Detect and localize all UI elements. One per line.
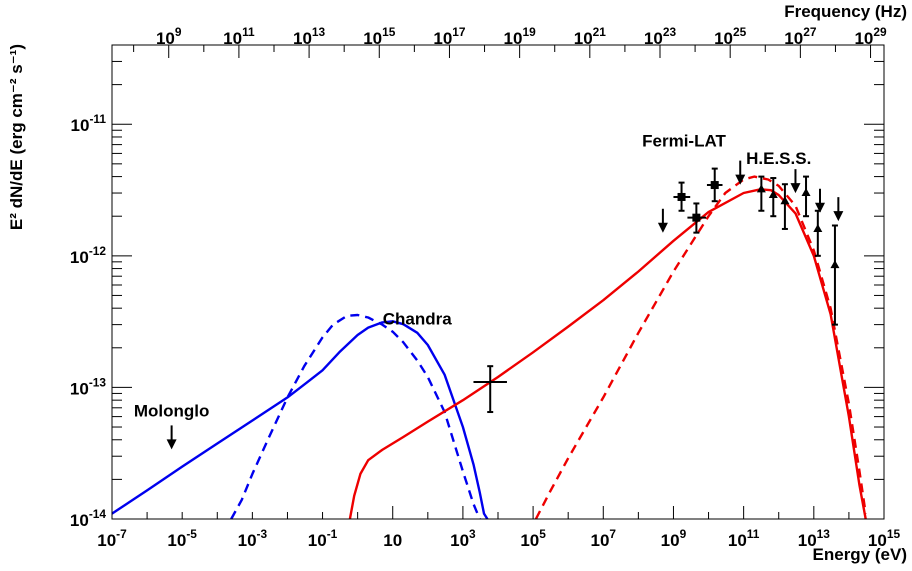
series-line-1 — [230, 313, 481, 520]
x2-tick-label: 1015 — [363, 25, 396, 48]
y-axis-title: E² dN/dE (erg cm⁻² s⁻¹) — [7, 44, 26, 230]
x-tick-label: 1013 — [798, 527, 831, 550]
data-point-triangle — [780, 196, 790, 205]
y-tick-label: 10-11 — [71, 112, 107, 135]
x-tick-label: 10-1 — [308, 527, 338, 550]
x-tick-label: 1011 — [728, 527, 760, 550]
data-point-triangle — [768, 189, 778, 198]
upper-limit-arrow — [166, 439, 177, 450]
upper-limit-arrow — [790, 183, 801, 194]
data-point-square — [692, 213, 701, 222]
x-tick-label: 105 — [520, 527, 546, 550]
axis-ticks — [111, 44, 885, 520]
upper-limit-arrow — [814, 202, 825, 213]
annotation-label: Chandra — [383, 310, 453, 329]
upper-limit-arrow — [735, 174, 746, 185]
data-point-square — [677, 192, 686, 201]
y-tick-label: 10-14 — [70, 507, 106, 530]
x2-tick-label: 1013 — [293, 25, 326, 48]
y-tick-label: 10-12 — [70, 244, 106, 267]
upper-limit-arrow — [657, 222, 668, 233]
x-tick-label: 10-7 — [97, 527, 127, 550]
y-tick-label: 10-13 — [70, 375, 106, 398]
annotations: Molonglo Chandra Fermi-LAT H.E.S.S. — [134, 131, 811, 420]
data-point-triangle — [830, 260, 840, 269]
series-line-0 — [111, 320, 489, 520]
annotation-label: Fermi-LAT — [642, 131, 726, 150]
data-point-triangle — [801, 188, 811, 197]
annotation-label: Molonglo — [134, 402, 210, 421]
x-tick-label: 103 — [450, 527, 476, 550]
annotation-label: H.E.S.S. — [746, 149, 811, 168]
series-line-2 — [348, 188, 867, 520]
x2-tick-label: 1023 — [644, 25, 677, 48]
x2-tick-label: 1027 — [784, 25, 817, 48]
x-tick-labels: 10-7 10-5 10-3 10-1 10 103 105 107 109 1011 1013 10… — [97, 527, 900, 550]
x2-tick-labels: 109 1011 1013 1015 1017 1019 1021 1023 1025 1027 1… — [156, 25, 887, 48]
x2-tick-label: 1029 — [854, 25, 887, 48]
y-tick-labels: 10-14 10-13 10-12 10-11 — [70, 112, 106, 530]
data-points — [473, 167, 840, 414]
x-tick-label: 10-5 — [167, 527, 197, 550]
x-tick-label: 109 — [661, 527, 687, 550]
upper-limit-arrow — [833, 211, 844, 222]
x-tick-label: 107 — [590, 527, 616, 550]
x2-tick-label: 1025 — [714, 25, 747, 48]
x2-tick-label: 1017 — [433, 25, 466, 48]
upper-limits — [166, 160, 844, 450]
data-point-triangle — [756, 184, 766, 193]
data-point-triangle — [813, 223, 823, 232]
x2-tick-label: 109 — [156, 25, 182, 48]
x2-tick-label: 1021 — [574, 25, 607, 48]
x-tick-label: 10 — [383, 531, 402, 550]
x-tick-label: 1015 — [868, 527, 901, 550]
x2-tick-label: 1011 — [223, 25, 255, 48]
x-axis-title: Energy (eV) — [813, 545, 907, 564]
x2-tick-label: 1019 — [504, 25, 537, 48]
data-point-square — [710, 181, 719, 190]
x-tick-label: 10-3 — [238, 527, 268, 550]
x2-axis-title: Frequency (Hz) — [784, 2, 907, 21]
